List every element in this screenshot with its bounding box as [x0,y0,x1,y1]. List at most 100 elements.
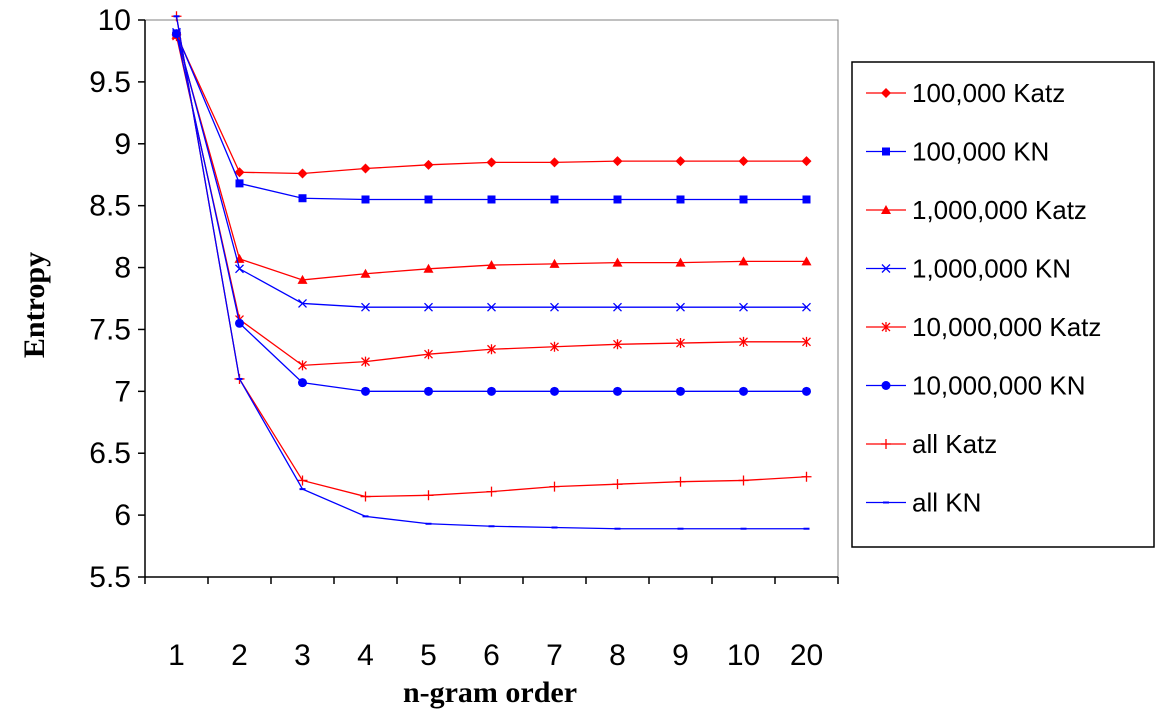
legend-label: 1,000,000 KN [912,254,1071,284]
legend-label: 10,000,000 KN [912,371,1085,401]
data-point [235,179,244,188]
data-point [739,386,748,396]
data-point [360,268,371,278]
series-100-000-katz [171,29,812,179]
data-point [487,195,496,204]
legend-item: 10,000,000 Katz [866,312,1101,342]
data-point [487,344,496,355]
legend-box [851,61,1155,548]
data-point [549,481,560,492]
y-tick-label: 10 [98,4,131,37]
data-point [801,156,812,167]
series-10-000-000-kn [172,29,811,396]
data-point [486,157,497,168]
data-point [550,195,559,204]
legend-label: all KN [912,488,981,518]
series-1-000-000-kn [172,27,811,312]
x-tick-label: 3 [294,639,311,672]
data-point [423,159,434,170]
data-point [424,302,433,312]
data-point [613,339,622,350]
x-axis-title: n-gram order [403,676,577,709]
data-point [739,302,748,312]
legend-item: 10,000,000 KN [866,371,1085,401]
data-point [739,195,748,204]
data-point [676,386,685,396]
data-point [676,302,685,312]
data-point [297,475,308,486]
data-point [675,476,686,487]
data-point [424,349,433,360]
data-point [613,302,622,312]
legend-marker [881,322,891,332]
data-point [487,386,496,396]
data-point [612,156,623,167]
data-point [613,386,622,396]
y-axis-title: Entropy [18,252,51,358]
legend-item: 1,000,000 Katz [866,195,1087,225]
y-tick-label: 9.5 [89,66,131,99]
data-point [361,386,370,396]
data-point [549,157,560,168]
data-point [360,491,371,502]
data-point [612,257,623,267]
x-tick-label: 4 [357,639,374,672]
y-tick-label: 8.5 [89,190,131,223]
data-point [675,156,686,167]
data-point [235,318,244,328]
legend: 100,000 Katz 100,000 KN 1,000,000 Katz 1,00… [851,61,1155,548]
data-point [612,479,623,490]
y-tick-label: 9 [114,128,131,161]
legend-marker [881,439,891,449]
data-point [801,256,812,266]
y-tick-label: 8 [114,252,131,285]
data-point [550,302,559,312]
data-point [361,195,370,204]
data-point [550,386,559,396]
x-tick-label: 7 [546,639,563,672]
data-point [297,274,308,284]
data-point [360,163,371,174]
data-point [486,260,497,270]
y-tick-label: 5.5 [89,561,131,594]
y-tick-label: 6.5 [89,437,131,470]
x-tick-label: 8 [609,639,626,672]
legend-item: 1,000,000 KN [866,254,1071,284]
data-point [423,263,434,273]
legend-marker [881,264,891,273]
data-point [801,471,812,482]
legend-label: all Katz [912,429,997,459]
data-point [487,302,496,312]
data-point [738,475,749,486]
data-point [549,258,560,268]
data-point [676,338,685,349]
series-layer [171,11,812,530]
x-tick-label: 9 [672,639,689,672]
legend-label: 10,000,000 Katz [912,312,1101,342]
x-tick-label: 10 [727,639,760,672]
data-point [613,195,622,204]
y-tick-label: 6 [114,499,131,532]
legend-marker [881,381,891,390]
y-tick-label: 7 [114,375,131,408]
data-point [738,156,749,167]
data-point [738,256,749,266]
data-point [361,356,370,367]
data-point [424,195,433,204]
axes-layer: 5.5 6 6.5 7 7.5 8 8.5 9 9.5 10 1 2 3 4 5 6 7 8 9 10 20 [89,4,839,672]
x-tick-label: 1 [168,639,185,672]
legend-marker [882,147,890,156]
data-point [298,378,307,388]
legend-item: 100,000 KN [866,137,1049,167]
x-tick-label: 6 [483,639,500,672]
data-point [423,490,434,501]
legend-item: all Katz [866,429,997,459]
data-point [676,195,685,204]
data-point [234,167,245,178]
data-point [298,360,307,371]
x-tick-label: 2 [231,639,248,672]
data-point [802,336,811,347]
y-tick-label: 7.5 [89,313,131,346]
data-point [486,486,497,497]
